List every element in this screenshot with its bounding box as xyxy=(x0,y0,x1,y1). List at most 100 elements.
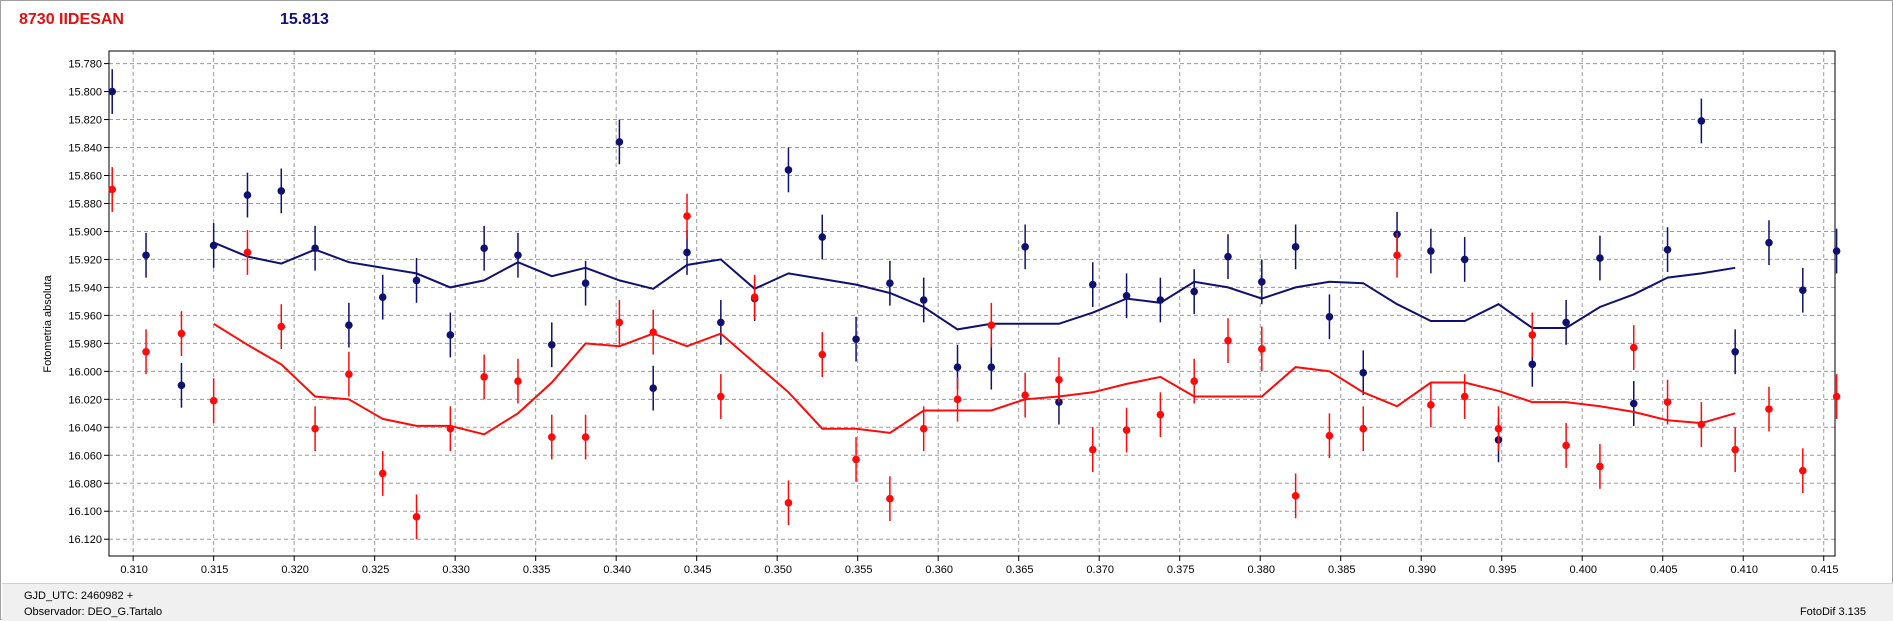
red-data-point xyxy=(683,212,691,220)
x-tick-label: 0.355 xyxy=(845,564,873,576)
blue-data-point xyxy=(1765,238,1773,247)
red-data-point xyxy=(311,424,319,433)
red-data-point xyxy=(1190,377,1198,385)
blue-data-point xyxy=(378,293,387,302)
blue-data-point xyxy=(1427,247,1435,255)
red-data-point xyxy=(277,322,286,331)
blue-data-point xyxy=(1697,117,1706,125)
blue-data-point xyxy=(1258,278,1266,286)
red-data-point xyxy=(480,373,488,381)
blue-data-point xyxy=(683,248,691,257)
red-data-point xyxy=(1021,391,1029,399)
blue-data-point xyxy=(886,279,894,288)
red-data-point xyxy=(1427,401,1435,409)
blue-data-point xyxy=(1325,312,1334,321)
blue-data-point xyxy=(581,279,590,288)
observer-label: Observador: DEO_G.Tartalo xyxy=(24,606,163,618)
blue-data-point xyxy=(277,187,286,195)
blue-data-point xyxy=(784,166,793,174)
blue-data-point xyxy=(1224,252,1232,261)
light-curve-chart: 0.310 0.315 0.320 0.325 0.330 0.335 0.340 0.345… xyxy=(68,50,1841,576)
blue-data-point xyxy=(717,318,725,327)
blue-data-point xyxy=(1190,287,1198,296)
red-data-point xyxy=(953,395,962,404)
red-data-point xyxy=(1562,441,1570,450)
x-tick-label: 0.390 xyxy=(1408,564,1436,576)
red-data-point xyxy=(177,329,186,338)
red-data-point xyxy=(1393,251,1401,260)
red-data-point xyxy=(1731,445,1739,454)
blue-data-point xyxy=(1460,255,1469,264)
blue-data-point xyxy=(818,233,827,241)
x-tick-label: 0.365 xyxy=(1006,564,1034,576)
mean-magnitude: 15.813 xyxy=(280,11,329,28)
blue-data-point xyxy=(1832,247,1841,255)
x-tick-label: 0.395 xyxy=(1489,564,1517,576)
x-tick-label: 0.385 xyxy=(1328,564,1356,576)
blue-data-point xyxy=(177,381,186,390)
x-tick-label: 0.320 xyxy=(281,564,309,576)
red-data-point xyxy=(615,318,624,327)
x-tick-label: 0.410 xyxy=(1730,564,1758,576)
x-tick-label: 0.315 xyxy=(201,564,229,576)
x-tick-label: 0.405 xyxy=(1650,564,1678,576)
y-tick-label: 16.040 xyxy=(68,422,102,434)
red-data-point xyxy=(1629,343,1638,352)
blue-data-point xyxy=(412,276,421,285)
x-tick-label: 0.370 xyxy=(1086,564,1114,576)
status-footer: GJD_UTC: 2460982 + Observador: DEO_G.Tar… xyxy=(2,583,1893,621)
red-data-point xyxy=(784,499,793,507)
red-data-point xyxy=(1359,424,1368,433)
object-name: 8730 IIDESAN xyxy=(19,11,124,28)
blue-data-point xyxy=(1731,347,1739,356)
blue-data-point xyxy=(1629,399,1638,408)
y-tick-label: 15.780 xyxy=(68,59,102,71)
red-data-point xyxy=(378,469,387,478)
y-tick-label: 15.840 xyxy=(68,143,102,155)
blue-data-point xyxy=(1021,243,1029,251)
y-tick-label: 16.020 xyxy=(68,394,102,406)
red-data-point xyxy=(987,321,996,329)
red-data-point xyxy=(581,433,590,441)
x-tick-label: 0.340 xyxy=(603,564,631,576)
y-tick-label: 16.060 xyxy=(68,450,102,462)
y-tick-label: 16.100 xyxy=(68,506,102,518)
red-data-point xyxy=(1663,398,1672,406)
blue-data-point xyxy=(1291,243,1300,251)
blue-data-point xyxy=(953,363,962,371)
blue-data-point xyxy=(1122,292,1131,300)
y-tick-label: 15.980 xyxy=(68,338,102,350)
blue-data-point xyxy=(1798,286,1807,295)
x-tick-label: 0.335 xyxy=(523,564,551,576)
y-tick-label: 15.920 xyxy=(68,254,102,266)
y-tick-label: 15.900 xyxy=(68,226,102,238)
software-version: FotoDif 3.135 xyxy=(1799,606,1866,618)
blue-data-point xyxy=(108,87,117,96)
red-data-point xyxy=(1224,336,1232,345)
blue-data-point xyxy=(1562,318,1570,327)
blue-data-point xyxy=(1596,254,1604,262)
blue-data-point xyxy=(547,340,556,349)
y-tick-label: 15.800 xyxy=(68,87,102,99)
x-tick-label: 0.310 xyxy=(120,564,148,576)
blue-data-point xyxy=(615,138,624,146)
x-tick-label: 0.345 xyxy=(684,564,712,576)
red-data-point xyxy=(514,377,522,385)
blue-data-point xyxy=(446,331,455,339)
red-data-point xyxy=(1798,466,1807,475)
blue-data-point xyxy=(1088,280,1097,289)
blue-data-point xyxy=(480,244,488,253)
y-tick-label: 16.080 xyxy=(68,478,102,490)
blue-data-point xyxy=(345,321,353,329)
red-data-point xyxy=(1258,345,1266,353)
red-data-point xyxy=(1528,331,1537,339)
blue-data-point xyxy=(1359,368,1368,377)
red-data-point xyxy=(886,494,894,503)
blue-data-point xyxy=(142,251,150,260)
y-tick-label: 15.940 xyxy=(68,282,102,294)
y-tick-label: 15.860 xyxy=(68,171,102,183)
red-data-point xyxy=(1832,392,1841,401)
red-data-point xyxy=(919,424,928,433)
y-tick-label: 15.880 xyxy=(68,198,102,210)
